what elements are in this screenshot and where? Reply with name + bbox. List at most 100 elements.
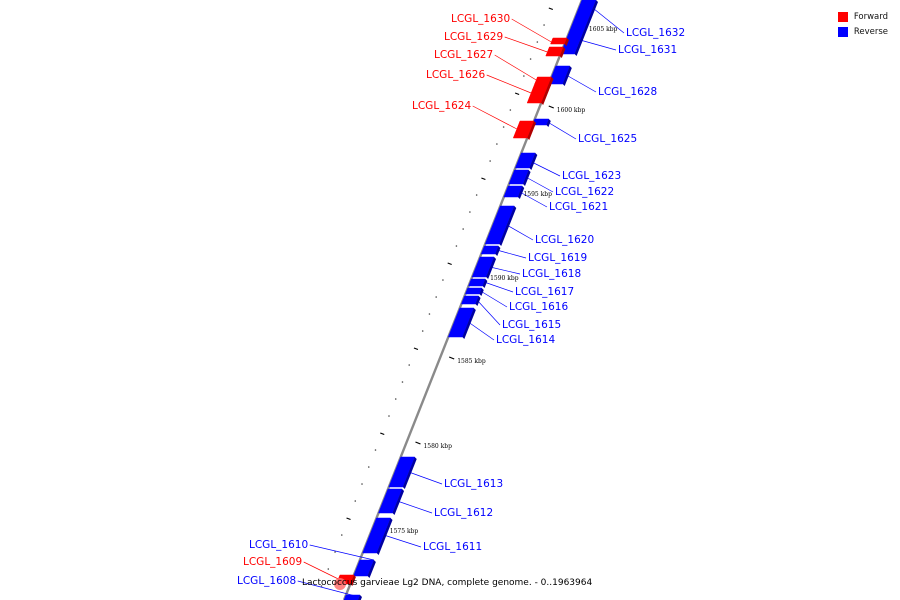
minor-dot <box>469 211 471 213</box>
gene-label-lcgl-1627: LCGL_1627 <box>434 49 493 61</box>
minor-dot <box>435 296 437 298</box>
minor-tick-dots <box>320 7 554 587</box>
minor-dot <box>442 279 444 281</box>
gene-block-shade <box>562 66 572 86</box>
gene-block-shade <box>527 121 537 140</box>
legend-label-reverse: Reverse <box>853 26 888 37</box>
minor-dot <box>408 364 411 366</box>
gene-label-lcgl-1630: LCGL_1630 <box>451 13 510 25</box>
label-connector <box>506 224 534 241</box>
gene-block-shade <box>475 296 481 306</box>
minor-dot <box>523 75 525 77</box>
gene-label-lcgl-1621: LCGL_1621 <box>549 201 608 213</box>
gene-block-shade <box>541 83 552 105</box>
minor-dot <box>421 330 424 332</box>
gene-label-lcgl-1631: LCGL_1631 <box>618 44 677 56</box>
gene-label-lcgl-1617: LCGL_1617 <box>515 286 574 298</box>
label-connector <box>472 105 517 130</box>
genome-caption: Lactococcus garvieae Lg2 DNA, complete g… <box>302 578 593 588</box>
label-connector <box>490 266 521 275</box>
minor-dot <box>367 466 370 468</box>
label-connectors <box>297 7 625 598</box>
gene-labels: LCGL_1632 LCGL_1631 LCGL_1630 LCGL_1629 LCGL… <box>237 13 685 587</box>
gene-block-shade <box>592 0 598 10</box>
label-connector <box>519 191 548 208</box>
gene-block-shade <box>486 257 497 279</box>
gene-block-shade <box>479 288 484 296</box>
label-connector <box>592 7 625 34</box>
gene-label-lcgl-1613: LCGL_1613 <box>444 478 503 490</box>
label-connector <box>566 74 597 93</box>
minor-dot <box>340 534 343 536</box>
gene-block-lcgl-1616[interactable] <box>465 287 483 295</box>
gene-label-lcgl-1614: LCGL_1614 <box>496 334 555 346</box>
label-connector <box>496 249 527 259</box>
minor-dash <box>413 347 419 351</box>
gene-label-lcgl-1616: LCGL_1616 <box>509 301 568 313</box>
scale-labels: 1605 kbp 1600 kbp 1595 kbp 1590 kbp 1585 kbp… <box>390 26 618 535</box>
major-tick <box>415 441 421 445</box>
label-connector <box>531 161 561 177</box>
gene-block-shade <box>574 8 595 56</box>
gene-label-lcgl-1625: LCGL_1625 <box>578 133 637 145</box>
minor-dot <box>374 449 377 451</box>
gene-label-lcgl-1629: LCGL_1629 <box>444 31 503 43</box>
label-connector <box>476 299 501 326</box>
gene-block-shade <box>350 575 356 586</box>
minor-dot <box>455 245 458 247</box>
scale-label: 1595 kbp <box>523 191 552 198</box>
label-connector <box>511 18 552 43</box>
gene-block-shade <box>402 457 417 489</box>
gene-block-lcgl-1617[interactable] <box>468 278 486 287</box>
label-connector <box>480 290 508 308</box>
legend-item-forward: Forward <box>837 9 888 24</box>
gene-block-shade <box>559 47 566 58</box>
gene-label-lcgl-1623: LCGL_1623 <box>562 170 621 182</box>
legend-item-reverse: Reverse <box>837 24 888 39</box>
scale-label: 1590 kbp <box>490 275 519 282</box>
gene-label-lcgl-1622: LCGL_1622 <box>555 186 614 198</box>
minor-dot <box>394 398 397 400</box>
label-connector <box>383 534 422 548</box>
major-tick <box>548 105 554 109</box>
gene-block-lcgl-1608[interactable] <box>343 594 361 600</box>
scale-label: 1580 kbp <box>423 443 452 450</box>
gene-block-shade <box>367 560 376 578</box>
gene-block-shade <box>564 38 569 46</box>
minor-dot <box>354 500 357 502</box>
label-connector <box>468 321 495 341</box>
major-tick <box>448 356 455 360</box>
forward-swatch <box>837 11 848 22</box>
gene-block-shade <box>529 153 538 170</box>
label-connector <box>504 36 548 53</box>
gene-block-shade <box>546 119 551 127</box>
minor-dot <box>401 381 404 383</box>
label-connector <box>525 176 554 193</box>
label-connector <box>547 121 577 140</box>
scale-label: 1605 kbp <box>589 26 618 33</box>
label-connector <box>408 471 443 485</box>
gene-block-lcgl-1620[interactable] <box>484 205 515 245</box>
gene-block-lcgl-1630[interactable] <box>550 37 568 45</box>
gene-label-lcgl-1608: LCGL_1608 <box>237 575 296 587</box>
gene-block-shade <box>495 246 501 256</box>
minor-dot <box>496 143 498 145</box>
gene-block-shade <box>358 595 362 600</box>
minor-dot <box>428 313 431 315</box>
gene-block-shade <box>462 308 476 339</box>
gene-label-lcgl-1620: LCGL_1620 <box>535 234 594 246</box>
gene-blocks <box>335 0 598 600</box>
label-connector <box>580 39 617 51</box>
minor-dot <box>320 585 323 587</box>
label-connector <box>486 74 532 94</box>
gene-block-shade <box>392 489 405 515</box>
minor-dash <box>481 177 486 181</box>
minor-dot <box>529 58 532 60</box>
label-connector <box>484 281 514 293</box>
minor-dot <box>327 568 330 570</box>
gene-label-lcgl-1632: LCGL_1632 <box>626 27 685 39</box>
gene-block-shade <box>482 279 488 288</box>
gene-label-lcgl-1611: LCGL_1611 <box>423 541 482 553</box>
minor-dot <box>334 551 336 553</box>
